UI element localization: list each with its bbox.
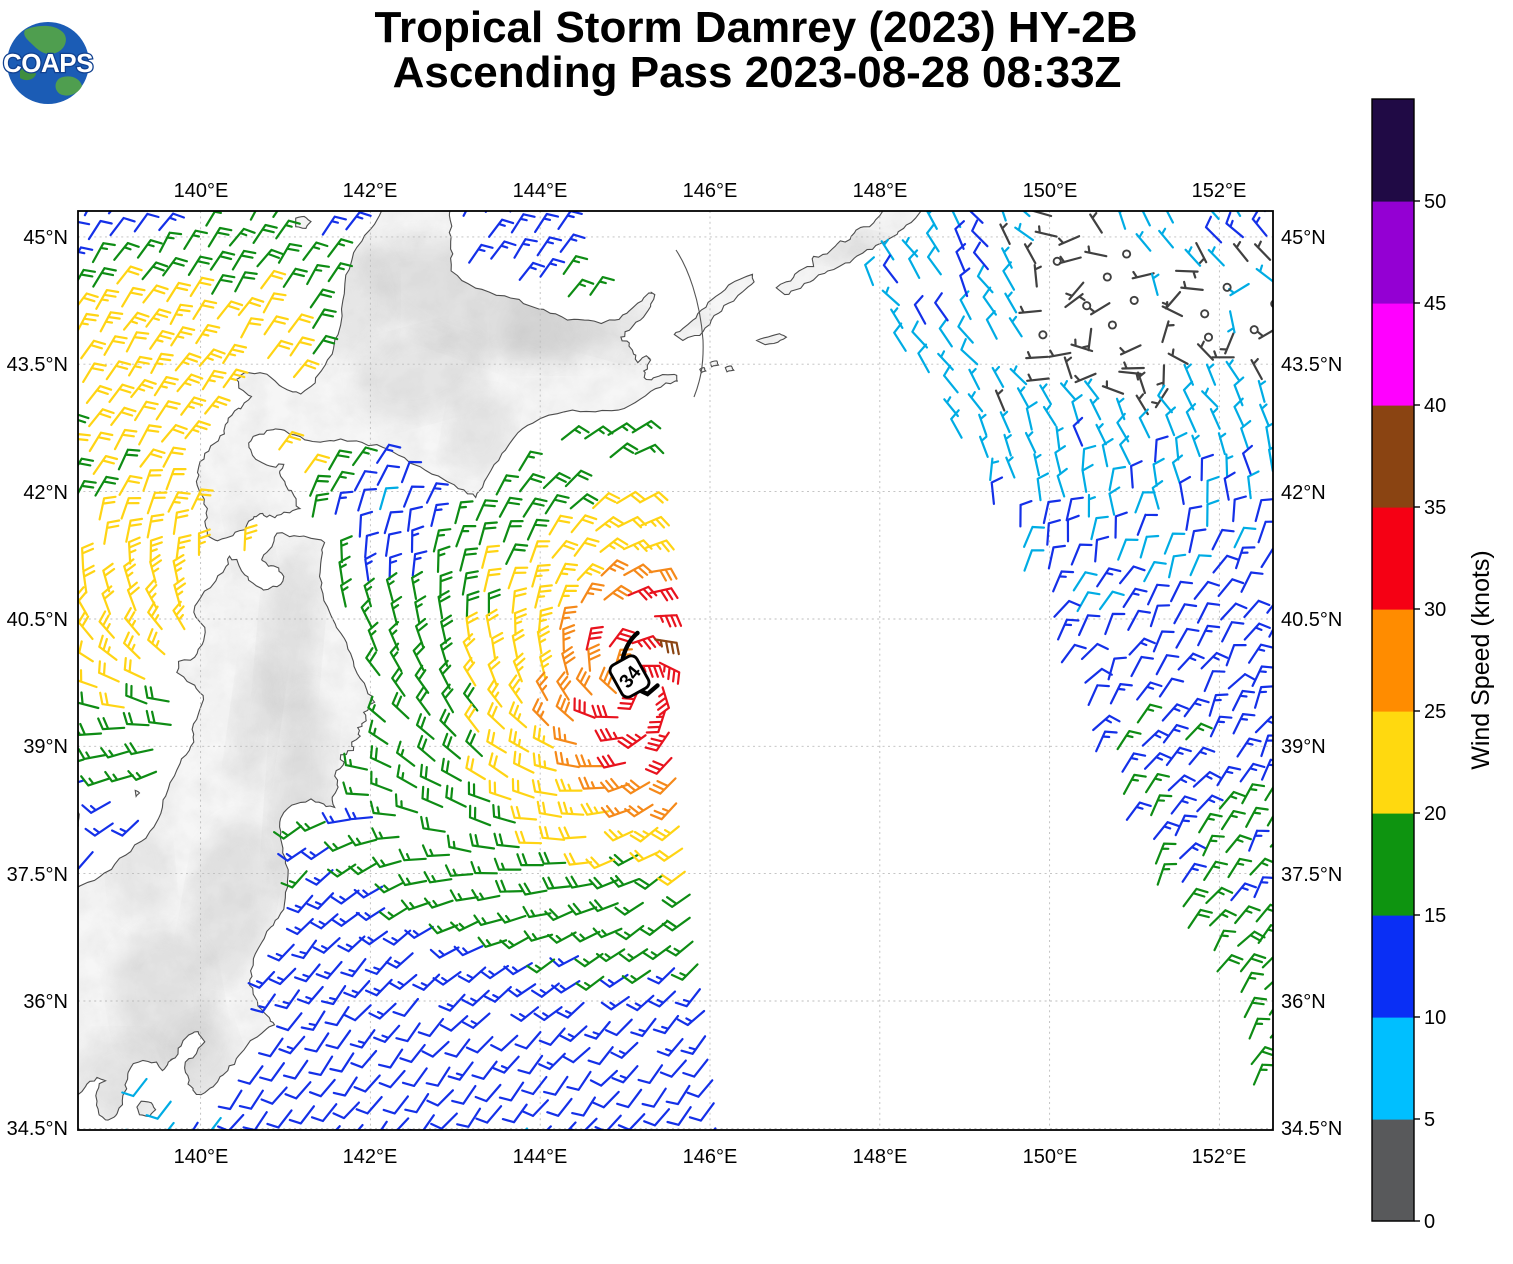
svg-text:39°N: 39°N — [23, 736, 68, 758]
svg-text:142°E: 142°E — [343, 1146, 398, 1168]
svg-text:144°E: 144°E — [513, 1146, 568, 1168]
svg-text:140°E: 140°E — [174, 180, 229, 202]
svg-text:34.5°N: 34.5°N — [1281, 1118, 1342, 1140]
svg-text:152°E: 152°E — [1192, 180, 1247, 202]
svg-text:35: 35 — [1424, 497, 1446, 519]
svg-text:34.5°N: 34.5°N — [7, 1118, 68, 1140]
svg-text:45°N: 45°N — [1281, 227, 1326, 249]
svg-text:Wind Speed (knots): Wind Speed (knots) — [1467, 550, 1495, 770]
svg-text:148°E: 148°E — [853, 1146, 908, 1168]
svg-text:Tropical Storm Damrey (2023) H: Tropical Storm Damrey (2023) HY-2B — [375, 3, 1138, 52]
svg-text:45: 45 — [1424, 293, 1446, 315]
svg-text:146°E: 146°E — [683, 180, 738, 202]
svg-text:10: 10 — [1424, 1007, 1446, 1029]
svg-text:140°E: 140°E — [174, 1146, 229, 1168]
svg-text:148°E: 148°E — [853, 180, 908, 202]
svg-text:150°E: 150°E — [1023, 180, 1078, 202]
svg-text:15: 15 — [1424, 905, 1446, 927]
svg-text:36°N: 36°N — [1281, 991, 1326, 1013]
svg-text:0: 0 — [1424, 1211, 1435, 1233]
svg-text:COAPS: COAPS — [3, 48, 93, 78]
svg-text:152°E: 152°E — [1192, 1146, 1247, 1168]
svg-text:142°E: 142°E — [343, 180, 398, 202]
svg-text:146°E: 146°E — [683, 1146, 738, 1168]
svg-text:40.5°N: 40.5°N — [1281, 609, 1342, 631]
svg-text:43.5°N: 43.5°N — [1281, 354, 1342, 376]
svg-text:40: 40 — [1424, 395, 1446, 417]
svg-text:50: 50 — [1424, 191, 1446, 213]
svg-text:37.5°N: 37.5°N — [1281, 864, 1342, 886]
svg-text:40.5°N: 40.5°N — [7, 609, 68, 631]
svg-text:45°N: 45°N — [23, 227, 68, 249]
svg-text:36°N: 36°N — [23, 991, 68, 1013]
svg-text:37.5°N: 37.5°N — [7, 864, 68, 886]
svg-text:39°N: 39°N — [1281, 736, 1326, 758]
svg-text:25: 25 — [1424, 701, 1446, 723]
svg-text:20: 20 — [1424, 803, 1446, 825]
svg-text:42°N: 42°N — [1281, 482, 1326, 504]
svg-text:30: 30 — [1424, 599, 1446, 621]
svg-text:43.5°N: 43.5°N — [7, 354, 68, 376]
svg-text:144°E: 144°E — [513, 180, 568, 202]
svg-text:Ascending Pass 2023-08-28 08:3: Ascending Pass 2023-08-28 08:33Z — [393, 48, 1122, 97]
svg-text:150°E: 150°E — [1023, 1146, 1078, 1168]
svg-text:5: 5 — [1424, 1109, 1435, 1131]
svg-text:42°N: 42°N — [23, 482, 68, 504]
